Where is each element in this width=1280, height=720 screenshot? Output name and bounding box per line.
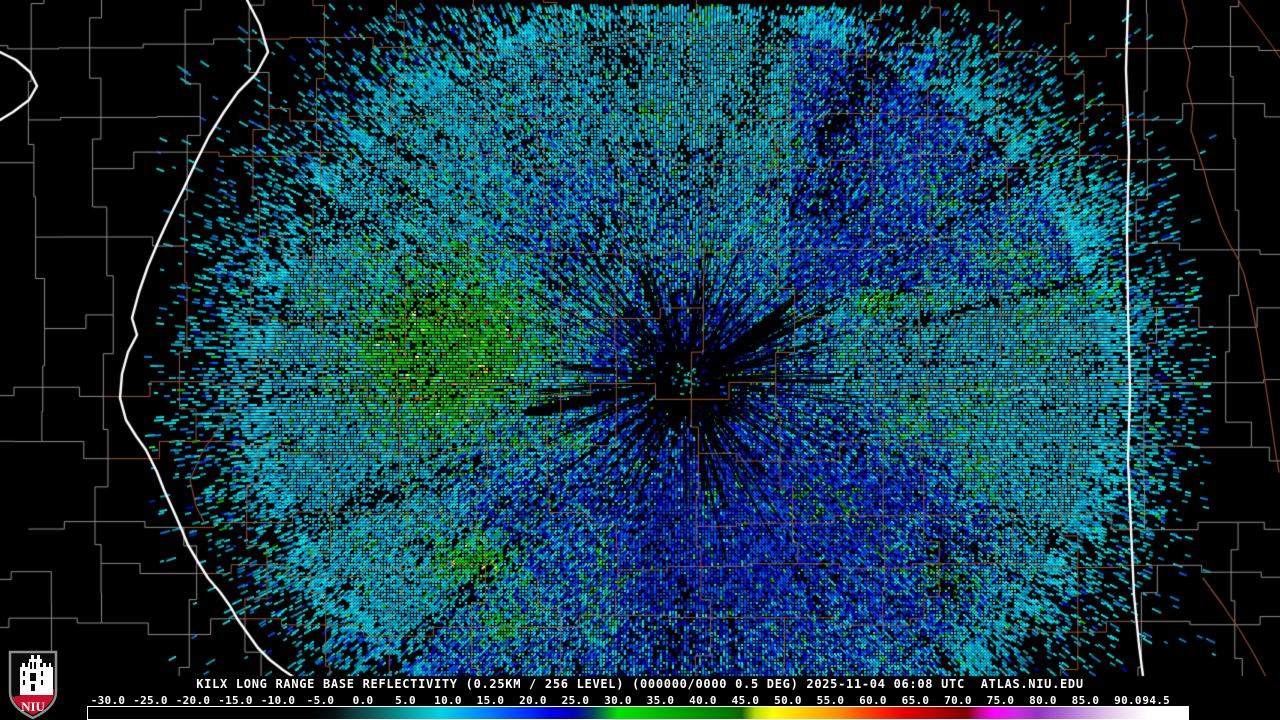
colorbar-tick-label: 35.0 — [646, 694, 675, 707]
colorbar-tick-label: 85.0 — [1071, 694, 1100, 707]
colorbar-tick-label: 75.0 — [986, 694, 1015, 707]
colorbar-tick-label: -10.0 — [260, 694, 296, 707]
colorbar-tick-label: -5.0 — [306, 694, 335, 707]
colorbar-tick-label: 15.0 — [476, 694, 505, 707]
niu-red-banner — [12, 689, 54, 715]
colorbar-tick-label: 80.0 — [1029, 694, 1057, 707]
colorbar-tick-label: 45.0 — [731, 694, 760, 707]
colorbar-tick-label: 70.0 — [944, 694, 972, 707]
niu-logo: NIU — [8, 650, 58, 720]
colorbar-tick-label: 0.0 — [352, 694, 374, 707]
product-title: KILX LONG RANGE BASE REFLECTIVITY (0.25K… — [196, 677, 1084, 691]
colorbar-tick-label: 90.0 — [1114, 694, 1142, 707]
colorbar-tick-label: 94.5 — [1142, 694, 1171, 707]
colorbar-tick-label: 30.0 — [604, 694, 632, 707]
colorbar-tick-label: 20.0 — [519, 694, 547, 707]
colorbar-tick-label: -15.0 — [218, 694, 253, 707]
colorbar-tick-label: 50.0 — [774, 694, 802, 707]
colorbar-tick-label: 55.0 — [816, 694, 845, 707]
niu-castle-icon — [20, 655, 53, 695]
colorbar-tick-label: 25.0 — [561, 694, 590, 707]
colorbar-tick-label: 65.0 — [901, 694, 930, 707]
colorbar-tick-label: -30.0 — [90, 694, 126, 707]
colorbar-tick-label: -25.0 — [133, 694, 168, 707]
colorbar-tick-label: 40.0 — [689, 694, 717, 707]
colorbar-tick-label: 60.0 — [859, 694, 887, 707]
colorbar — [87, 706, 1189, 720]
colorbar-tick-label: -20.0 — [175, 694, 211, 707]
niu-logo-text: NIU — [21, 699, 45, 714]
colorbar-tick-label: 10.0 — [434, 694, 462, 707]
colorbar-tick-label: 5.0 — [395, 694, 416, 707]
